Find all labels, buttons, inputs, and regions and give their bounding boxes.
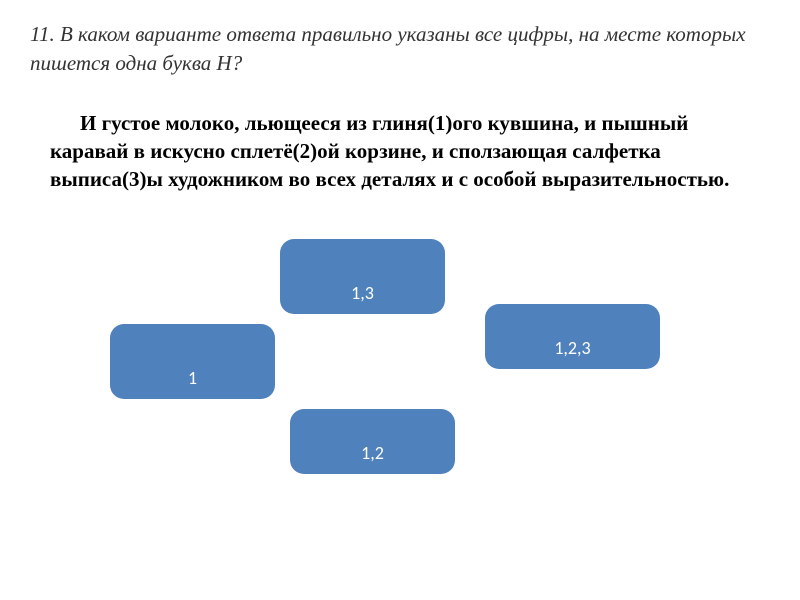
option-1-2[interactable]: 1,2 [290,409,455,474]
option-1-3[interactable]: 1,3 [280,239,445,314]
option-1[interactable]: 1 [110,324,275,399]
question-header: 11. В каком варианте ответа правильно ук… [0,0,800,79]
question-body: И густое молоко, льющееся из глиня(1)ого… [0,79,800,194]
option-label: 1,2 [361,442,384,464]
options-area: 1,3 1 1,2,3 1,2 [0,224,800,504]
question-number: 11. [30,22,55,46]
option-label: 1 [188,367,197,389]
option-label: 1,3 [351,282,374,304]
option-1-2-3[interactable]: 1,2,3 [485,304,660,369]
question-prompt: В каком варианте ответа правильно указан… [30,22,746,75]
option-label: 1,2,3 [554,337,590,359]
